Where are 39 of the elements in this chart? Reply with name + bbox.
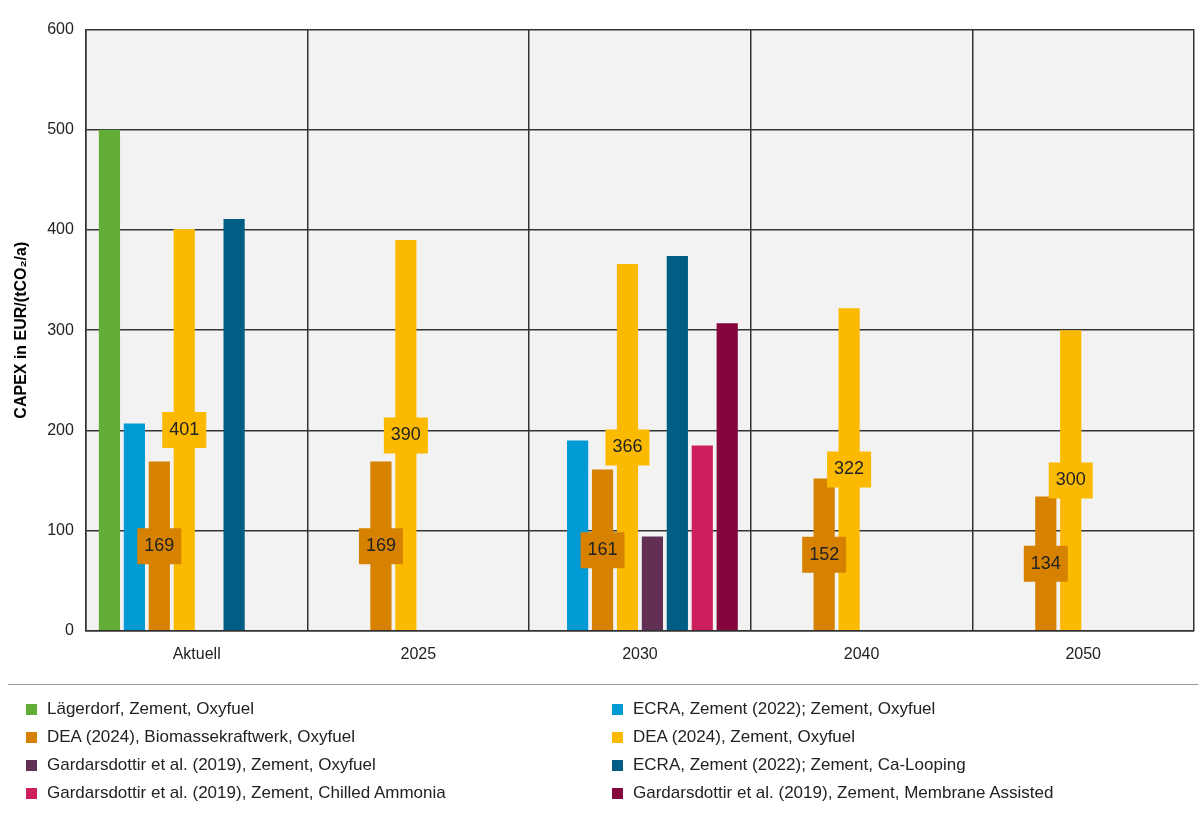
bar — [691, 445, 713, 631]
bar — [223, 218, 245, 631]
data-label: 300 — [1055, 469, 1086, 490]
y-tick-label: 0 — [64, 621, 74, 639]
data-label: 401 — [169, 418, 200, 439]
bar — [98, 129, 121, 631]
legend-label: Lägerdorf, Zement, Oxyfuel — [47, 699, 254, 719]
data-label: 366 — [612, 436, 643, 457]
bar — [123, 423, 145, 631]
data-label: 169 — [144, 535, 175, 556]
bar — [716, 323, 738, 631]
bar — [666, 256, 688, 631]
y-tick-label: 100 — [47, 521, 74, 539]
data-label: 152 — [809, 543, 840, 564]
data-label: 390 — [390, 424, 421, 445]
legend-label: Gardarsdottir et al. (2019), Zement, Oxyfuel — [47, 755, 376, 775]
x-tick-label: 2030 — [622, 644, 658, 662]
legend-label: Gardarsdottir et al. (2019), Zement, Membrane Assisted — [633, 783, 1054, 803]
legend-label: DEA (2024), Zement, Oxyfuel — [633, 727, 856, 747]
y-tick-label: 200 — [47, 420, 74, 438]
y-tick-label: 400 — [47, 220, 74, 238]
y-tick-label: 600 — [47, 20, 74, 38]
y-axis-title: CAPEX in EUR/(tCO₂/a) — [12, 241, 30, 419]
data-label: 161 — [587, 539, 618, 560]
x-tick-label: 2050 — [1065, 644, 1102, 662]
bar — [641, 536, 664, 631]
data-label: 322 — [834, 458, 865, 479]
y-tick-label: 500 — [47, 120, 74, 138]
x-tick-label: 2025 — [400, 644, 437, 662]
x-tick-label: 2040 — [843, 644, 880, 662]
legend-label: Gardarsdottir et al. (2019), Zement, Chilled Ammonia — [47, 783, 446, 803]
legend-label: ECRA, Zement (2022); Zement, Oxyfuel — [633, 699, 936, 719]
legend-label: ECRA, Zement (2022); Zement, Ca-Looping — [633, 755, 966, 775]
x-tick-label: Aktuell — [172, 644, 221, 662]
y-tick-label: 300 — [47, 320, 74, 338]
data-label: 169 — [365, 535, 396, 556]
legend-label: DEA (2024), Biomassekraftwerk, Oxyfuel — [47, 727, 356, 747]
bar — [567, 440, 589, 631]
data-label: 134 — [1030, 552, 1061, 573]
